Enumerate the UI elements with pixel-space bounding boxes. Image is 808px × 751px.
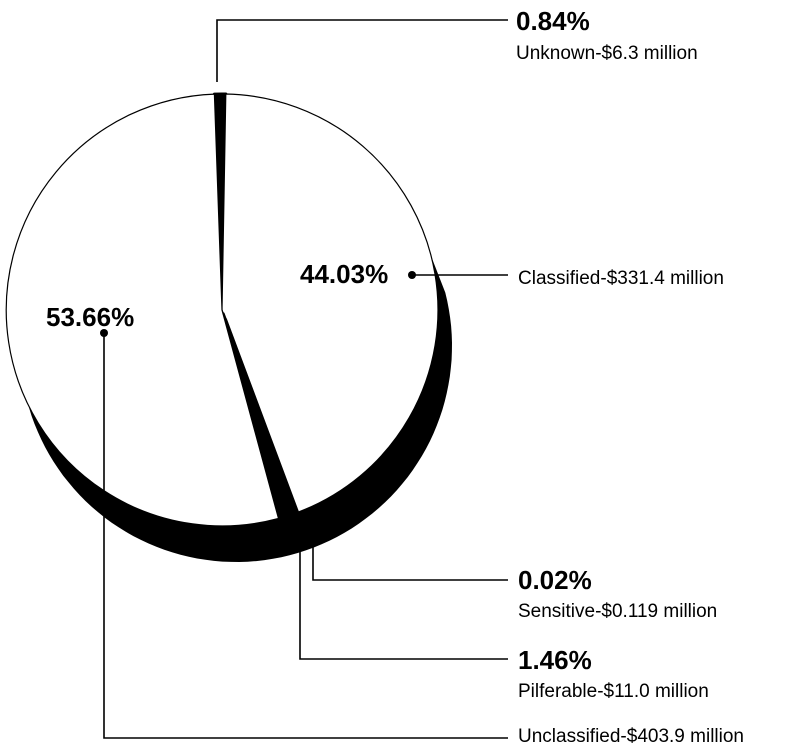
pie-slice-classified <box>221 93 439 513</box>
classified-category-label: Classified-$331.4 million <box>518 268 724 289</box>
unknown-leader-line <box>216 19 508 82</box>
sensitive-leader-line <box>312 540 508 581</box>
pie-slice-unclassified <box>5 93 280 527</box>
unknown-percent-label: 0.84% <box>516 6 590 36</box>
classified-percent-label: 44.03% <box>300 259 388 289</box>
unclassified-category-label: Unclassified-$403.9 million <box>518 726 744 747</box>
pie-faces <box>5 92 439 527</box>
sensitive-category-label: Sensitive-$0.119 million <box>518 601 717 622</box>
pilferable-category-label: Pilferable-$11.0 million <box>518 681 709 702</box>
sensitive-percent-label: 0.02% <box>518 565 592 595</box>
leader-lines <box>100 19 508 739</box>
pilferable-percent-label: 1.46% <box>518 645 592 675</box>
unclassified-percent-label: 53.66% <box>46 302 134 332</box>
pie-slice-pilferable <box>221 312 301 524</box>
unclassified-leader-dot <box>100 329 108 337</box>
pilferable-leader-line <box>299 540 508 660</box>
classified-leader-dot <box>408 271 416 279</box>
unclassified-leader-line <box>103 333 508 739</box>
unknown-category-label: Unknown-$6.3 million <box>516 43 698 64</box>
